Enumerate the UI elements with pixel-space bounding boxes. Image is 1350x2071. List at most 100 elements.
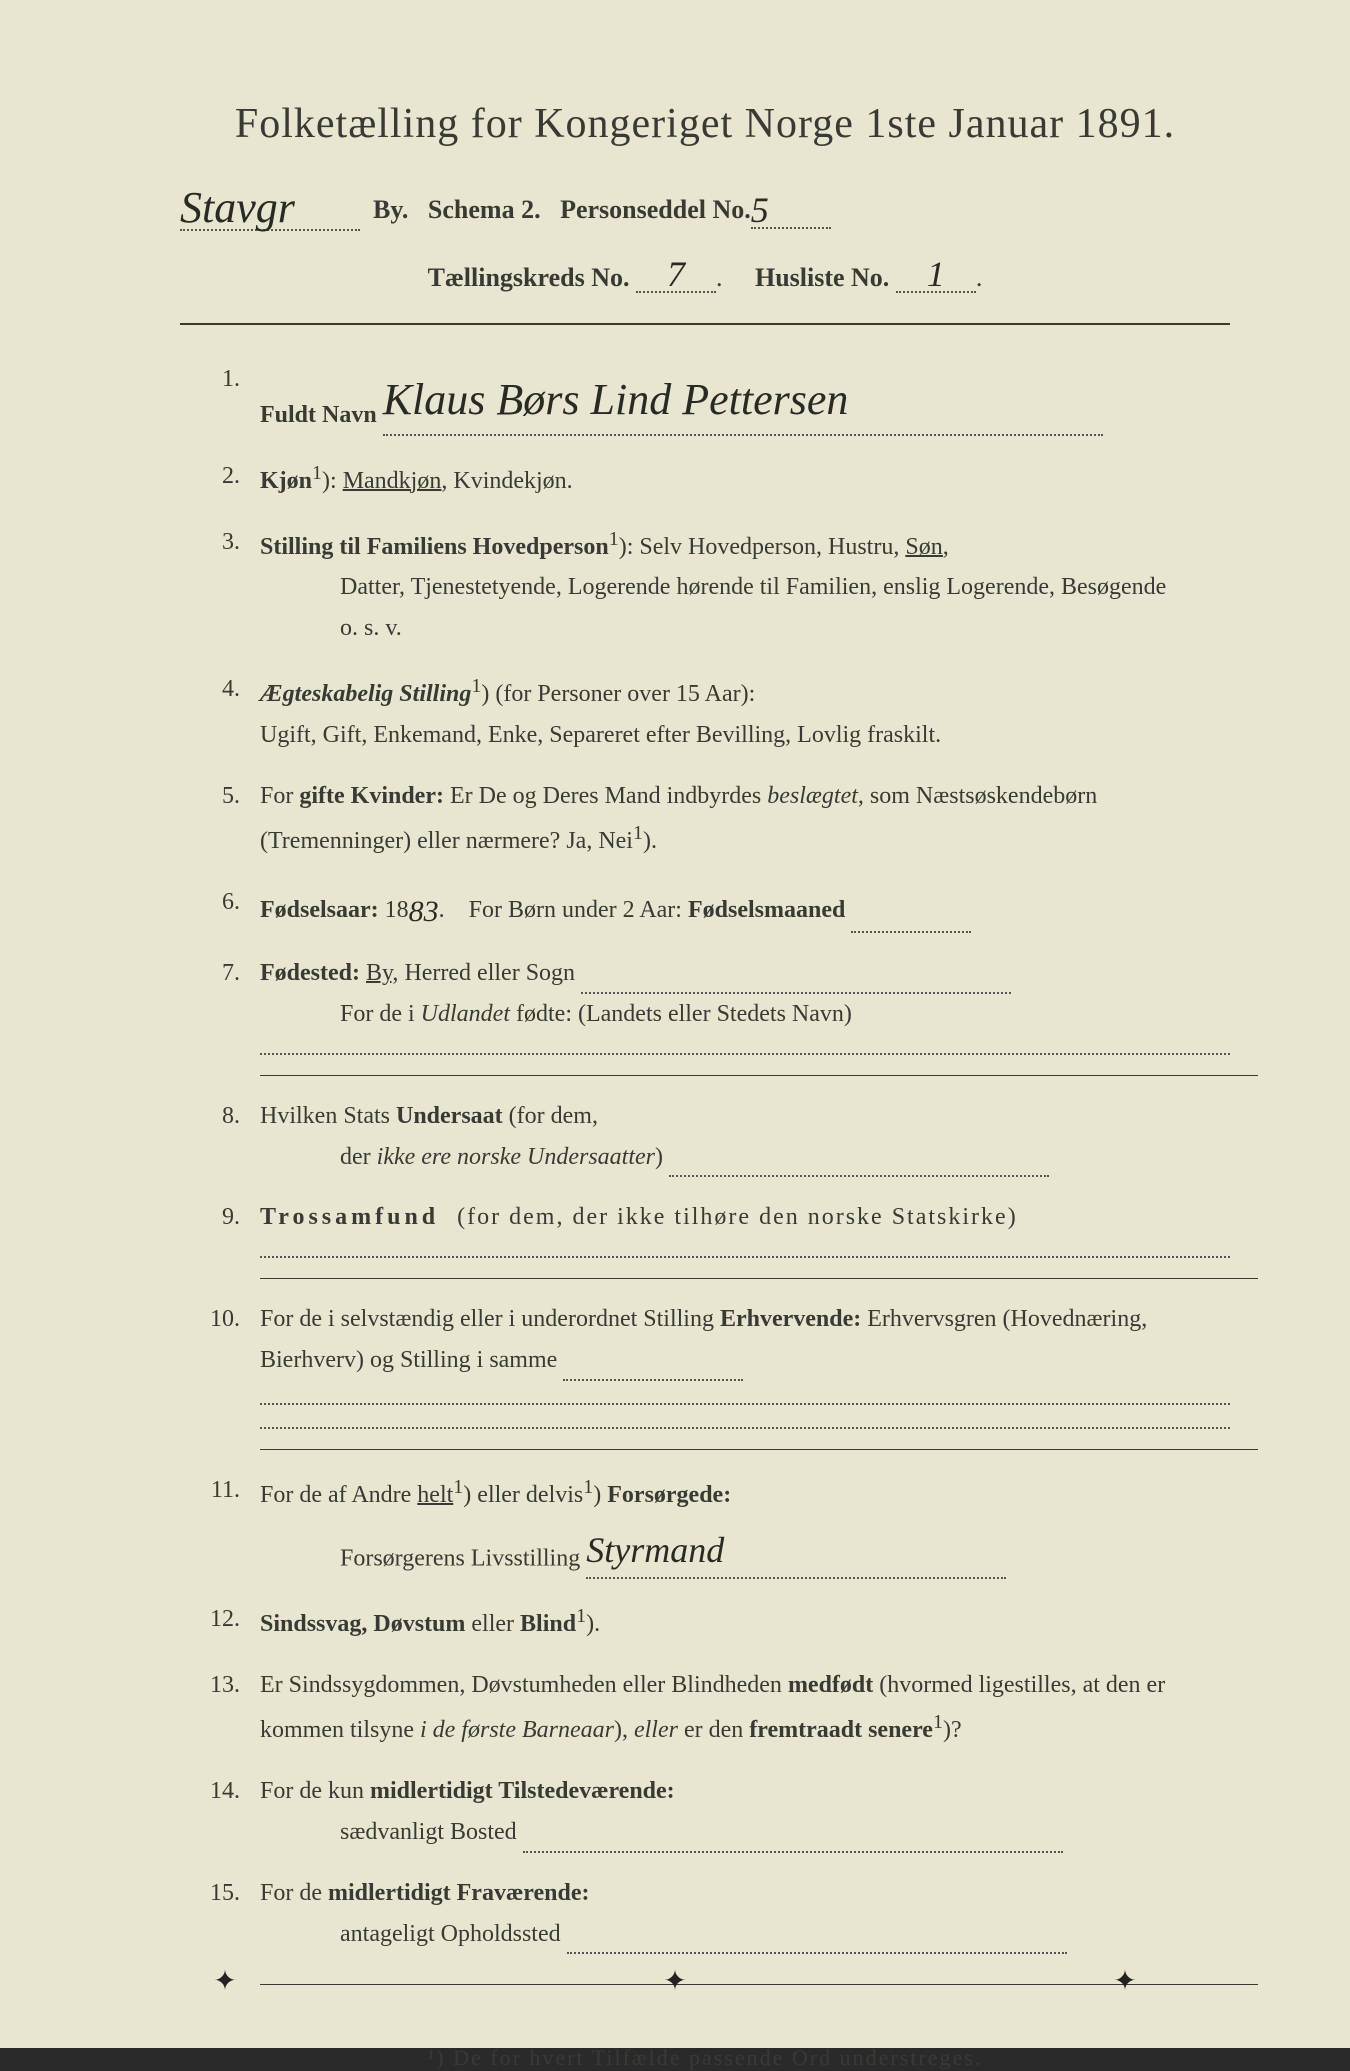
i11-field: Styrmand	[586, 1516, 1006, 1579]
item-6: 6. Fødselsaar: 1883. For Børn under 2 Aa…	[180, 882, 1230, 933]
item-12: 12. Sindssvag, Døvstum eller Blind1).	[180, 1599, 1230, 1645]
birthplace-label: Fødested:	[260, 960, 360, 986]
i5-em: beslægtet,	[767, 783, 864, 809]
item-11: 11. For de af Andre helt1) eller delvis1…	[180, 1470, 1230, 1579]
i12-label: Sindssvag, Døvstum	[260, 1611, 465, 1637]
i13-em: i de første Barneaar	[420, 1717, 614, 1743]
husliste-no-field: 1	[896, 249, 976, 293]
i9-label: Trossamfund	[260, 1204, 439, 1230]
relation-label: Stilling til Familiens Hovedperson	[260, 534, 609, 560]
sup: 1	[609, 528, 619, 550]
i14-line2-wrap: sædvanligt Bosted	[260, 1812, 1230, 1853]
item-11-num: 11.	[180, 1470, 260, 1579]
census-form-page: Folketælling for Kongeriget Norge 1ste J…	[0, 0, 1350, 2048]
birthplace-line2: For de i Udlandet fødte: (Landets eller …	[260, 994, 1230, 1035]
husliste-label: Husliste No.	[755, 263, 889, 292]
sup: 1	[471, 675, 481, 697]
i7-em: Udlandet	[421, 1001, 510, 1027]
i11-close: )	[593, 1482, 601, 1508]
item-9-body: Trossamfund (for dem, der ikke tilhøre d…	[260, 1197, 1230, 1258]
sex-label: Kjøn	[260, 468, 312, 494]
item-7: 7. Fødested: By, Herred eller Sogn For d…	[180, 953, 1230, 1055]
marital-label: Ægteskabelig Stilling	[260, 681, 471, 707]
item-3-num: 3.	[180, 522, 260, 649]
i10-field-3	[260, 1427, 1230, 1429]
i8-line2-wrap: der ikke ere norske Undersaatter)	[260, 1137, 1230, 1178]
kreds-no: 7	[667, 253, 685, 295]
sup: 1	[312, 462, 322, 484]
i15-field	[567, 1952, 1067, 1954]
i10-label: Erhvervende:	[720, 1306, 861, 1332]
page-title: Folketælling for Kongeriget Norge 1ste J…	[180, 100, 1230, 148]
item-2-body: Kjøn1): Mandkjøn, Kvindekjøn.	[260, 456, 1230, 502]
schema-label: Schema 2.	[428, 195, 541, 225]
item-14-num: 14.	[180, 1771, 260, 1853]
mark-icon: ✦	[663, 1964, 686, 1998]
item-1-num: 1.	[180, 359, 260, 436]
item-1: 1. Fuldt Navn Klaus Børs Lind Pettersen	[180, 359, 1230, 436]
i12-close: ).	[586, 1611, 600, 1637]
birthplace-blank	[260, 1053, 1230, 1055]
city-handwritten: Stavgr	[180, 182, 295, 233]
item-9-num: 9.	[180, 1197, 260, 1258]
dot: .	[439, 897, 445, 923]
sex-male: Mandkjøn,	[343, 468, 448, 494]
item-13-body: Er Sindssygdommen, Døvstumheden eller Bl…	[260, 1665, 1230, 1752]
birthyear-prefix: 18	[385, 897, 409, 923]
item-3: 3. Stilling til Familiens Hovedperson1):…	[180, 522, 1230, 649]
i15-t: For de	[260, 1880, 322, 1906]
item-8-body: Hvilken Stats Undersaat (for dem, der ik…	[260, 1096, 1230, 1178]
sup2: 1	[583, 1476, 593, 1498]
sup: 1	[633, 822, 643, 844]
mark-icon: ✦	[1113, 1964, 1136, 1998]
i14-label: midlertidigt Tilstedeværende:	[370, 1778, 675, 1804]
item-13: 13. Er Sindssygdommen, Døvstumheden elle…	[180, 1665, 1230, 1752]
item-15: 15. For de midlertidigt Fraværende: anta…	[180, 1873, 1230, 1955]
i14-l2: sædvanligt Bosted	[340, 1819, 517, 1845]
i12-mid: eller	[471, 1611, 514, 1637]
birthmonth-label: Fødselsmaaned	[688, 897, 845, 923]
by-label: By.	[373, 195, 408, 225]
i5-pre: For	[260, 783, 299, 809]
item-5-num: 5.	[180, 776, 260, 863]
i11-u: helt	[417, 1482, 453, 1508]
i15-label: midlertidigt Fraværende:	[328, 1880, 590, 1906]
item-1-body: Fuldt Navn Klaus Børs Lind Pettersen	[260, 359, 1230, 436]
i11-label: Forsørgede:	[607, 1482, 731, 1508]
i12-label2: Blind	[520, 1611, 576, 1637]
item-2: 2. Kjøn1): Mandkjøn, Kvindekjøn.	[180, 456, 1230, 502]
i10-field-2	[260, 1403, 1230, 1405]
item-7-body: Fødested: By, Herred eller Sogn For de i…	[260, 953, 1230, 1055]
sup: 1	[453, 1476, 463, 1498]
item-12-body: Sindssvag, Døvstum eller Blind1).	[260, 1599, 1230, 1645]
i8-label: Undersaat	[396, 1103, 503, 1129]
sup: 1	[576, 1605, 586, 1627]
i6-t2: For Børn under 2 Aar:	[469, 897, 682, 923]
kreds-no-field: 7	[636, 249, 716, 293]
i9-field	[260, 1256, 1230, 1258]
i13-em2: eller	[634, 1717, 678, 1743]
item-11-body: For de af Andre helt1) eller delvis1) Fo…	[260, 1470, 1230, 1579]
i11-line2-wrap: Forsørgerens Livsstilling Styrmand	[260, 1516, 1230, 1579]
colon: ):	[322, 468, 337, 494]
personseddel-no: 5	[751, 189, 769, 231]
kreds-label: Tællingskreds No.	[428, 263, 630, 292]
item-15-body: For de midlertidigt Fraværende: antageli…	[260, 1873, 1230, 1955]
i11-l2: Forsørgerens Livsstilling	[340, 1545, 580, 1571]
footnote: ¹) De for hvert Tilfælde passende Ord un…	[180, 2045, 1230, 2071]
i8-field	[669, 1175, 1049, 1177]
sub-divider-2	[260, 1278, 1258, 1279]
sex-female: Kvindekjøn.	[453, 468, 572, 494]
item-8: 8. Hvilken Stats Undersaat (for dem, der…	[180, 1096, 1230, 1178]
i13-b1: medfødt	[788, 1672, 873, 1698]
item-15-num: 15.	[180, 1873, 260, 1955]
item-14-body: For de kun midlertidigt Tilstedeværende:…	[260, 1771, 1230, 1853]
i15-line2-wrap: antageligt Opholdssted	[260, 1914, 1230, 1955]
birthyear-label: Fødselsaar:	[260, 897, 379, 923]
relation-opts-2: Datter, Tjenestetyende, Logerende hørend…	[260, 567, 1230, 608]
item-4-num: 4.	[180, 669, 260, 756]
relation-opts-1: Selv Hovedperson, Hustru,	[639, 534, 899, 560]
i13-close1: ),	[614, 1717, 628, 1743]
marital-opts-text: Ugift, Gift, Enkemand, Enke, Separeret e…	[260, 715, 1230, 756]
i5-close: ).	[643, 828, 657, 854]
